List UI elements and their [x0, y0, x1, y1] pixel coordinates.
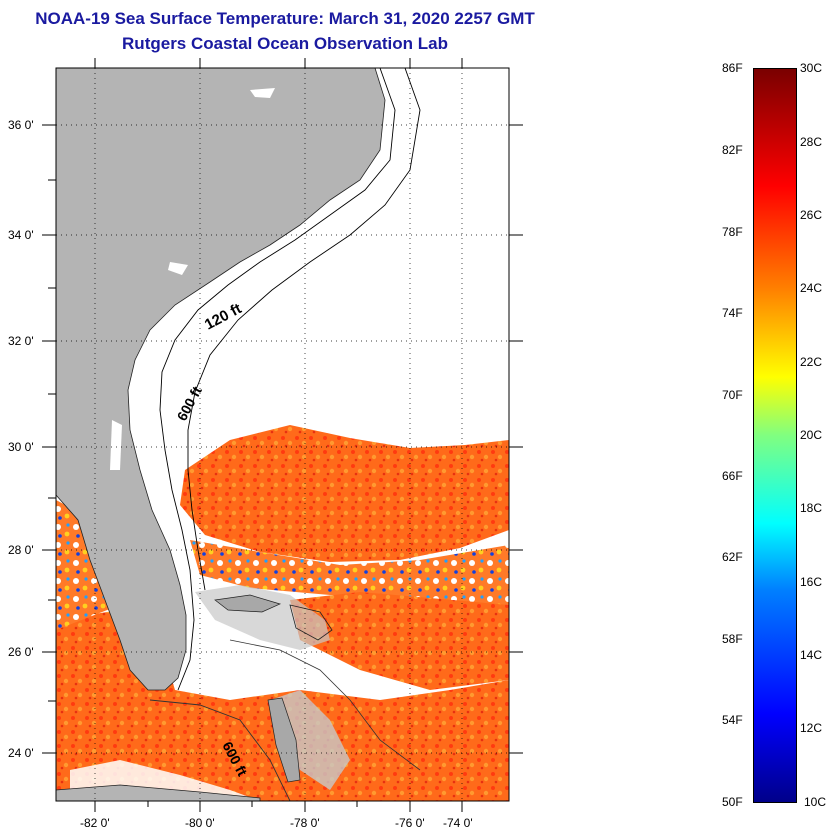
lon-label: -82 0' — [80, 816, 110, 830]
lon-label: -76 0' — [395, 816, 425, 830]
colorbar-f-label: 62F — [722, 550, 743, 564]
lake — [250, 88, 275, 98]
colorbar-c-label: 18C — [800, 501, 823, 515]
colorbar-c-label: 20C — [800, 428, 823, 442]
land-us-southeast — [56, 68, 386, 691]
colorbar-f-label: 82F — [722, 143, 743, 157]
colorbar-c-label: 22C — [800, 355, 823, 369]
colorbar-c-label: 14C — [800, 648, 823, 662]
colorbar-c-label: 26C — [800, 208, 823, 222]
axis-ticks — [42, 58, 523, 812]
lon-label: -78 0' — [290, 816, 320, 830]
colorbar-f-label: 74F — [722, 306, 743, 320]
cuba-coast — [56, 784, 261, 801]
lon-label: -80 0' — [185, 816, 215, 830]
map-frame — [55, 67, 510, 802]
colorbar-c-label: 12C — [800, 721, 823, 735]
colorbar-c-label: 24C — [800, 281, 823, 295]
colorbar-f-label: 50F — [722, 795, 743, 809]
lat-label: 30 0' — [8, 440, 34, 454]
lat-label: 28 0' — [8, 543, 34, 557]
lake — [110, 420, 122, 470]
colorbar-c-label: 10C — [804, 795, 827, 809]
grid-lines — [56, 68, 509, 801]
contour-120ft — [159, 68, 396, 691]
sst-patch-gulfstream-north — [180, 425, 509, 562]
colorbar-f-label: 86F — [722, 61, 743, 75]
colorbar-f-label: 66F — [722, 469, 743, 483]
contour-bahamas — [229, 639, 421, 771]
bahamas-island-andros — [267, 697, 301, 783]
lake — [168, 262, 188, 275]
lat-label: 34 0' — [8, 228, 34, 242]
sst-patch-cloud-edge — [190, 540, 509, 610]
temperature-colorbar — [753, 68, 797, 803]
lon-label: -74 0' — [443, 816, 473, 830]
contour-600ft — [187, 68, 421, 591]
lat-label: 26 0' — [8, 645, 34, 659]
colorbar-f-label: 58F — [722, 632, 743, 646]
colorbar-f-label: 54F — [722, 713, 743, 727]
colorbar-c-label: 30C — [800, 61, 823, 75]
contour-bahamas-ring — [289, 604, 333, 641]
map-subtitle: Rutgers Coastal Ocean Observation Lab — [122, 34, 448, 53]
colorbar-c-label: 16C — [800, 575, 823, 589]
bahamas-bank-south — [270, 690, 350, 790]
lat-label: 36 0' — [8, 118, 34, 132]
map-title: NOAA-19 Sea Surface Temperature: March 3… — [35, 9, 535, 28]
lat-label: 24 0' — [8, 746, 34, 760]
sst-patch-central — [290, 592, 509, 690]
lat-label: 32 0' — [8, 334, 34, 348]
colorbar-f-label: 78F — [722, 225, 743, 239]
colorbar-f-label: 70F — [722, 388, 743, 402]
contour-600ft-south — [149, 699, 291, 801]
bahamas-island-grand — [214, 594, 282, 613]
colorbar-c-label: 28C — [800, 135, 823, 149]
